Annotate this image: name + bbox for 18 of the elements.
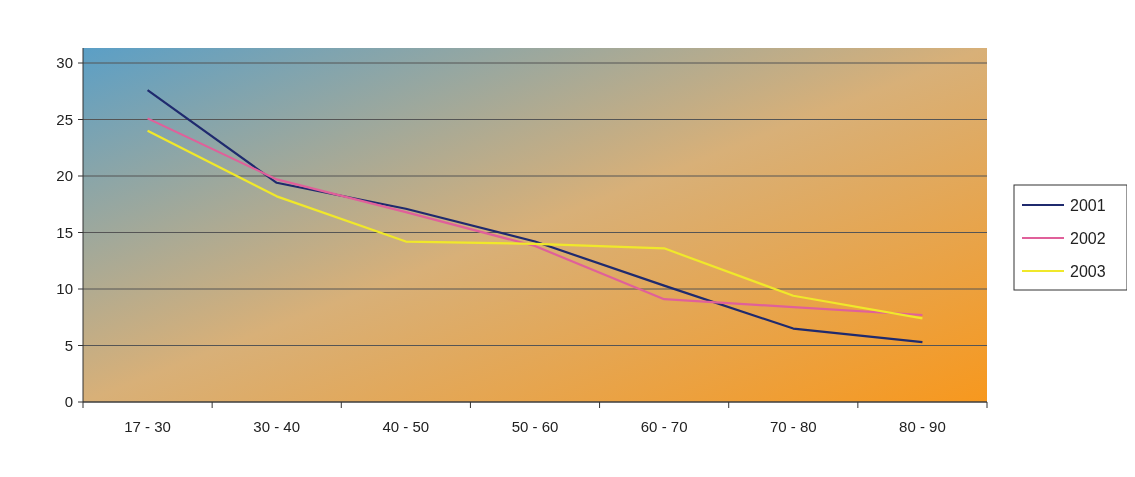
x-tick-label: 30 - 40 (253, 418, 301, 435)
y-tick-label: 25 (56, 110, 73, 128)
y-tick-label: 30 (56, 54, 73, 72)
x-tick-label: 70 - 80 (769, 418, 817, 435)
y-tick-label: 10 (56, 280, 73, 298)
y-tick-label: 0 (64, 393, 73, 411)
x-tick-label: 80 - 90 (899, 418, 946, 435)
x-tick-label: 17 - 30 (124, 418, 171, 435)
x-tick-label: 60 - 70 (640, 418, 688, 435)
x-tick-label: 50 - 60 (511, 418, 559, 435)
y-tick-label: 15 (56, 223, 73, 241)
legend-label: 2002 (1070, 229, 1106, 247)
y-tick-label: 20 (56, 167, 73, 185)
line-series (146, 89, 924, 344)
x-tick-label: 40 - 50 (382, 418, 430, 435)
legend-label: 2001 (1070, 196, 1106, 214)
y-tick-label: 5 (64, 336, 73, 354)
legend-label: 2003 (1070, 262, 1106, 280)
